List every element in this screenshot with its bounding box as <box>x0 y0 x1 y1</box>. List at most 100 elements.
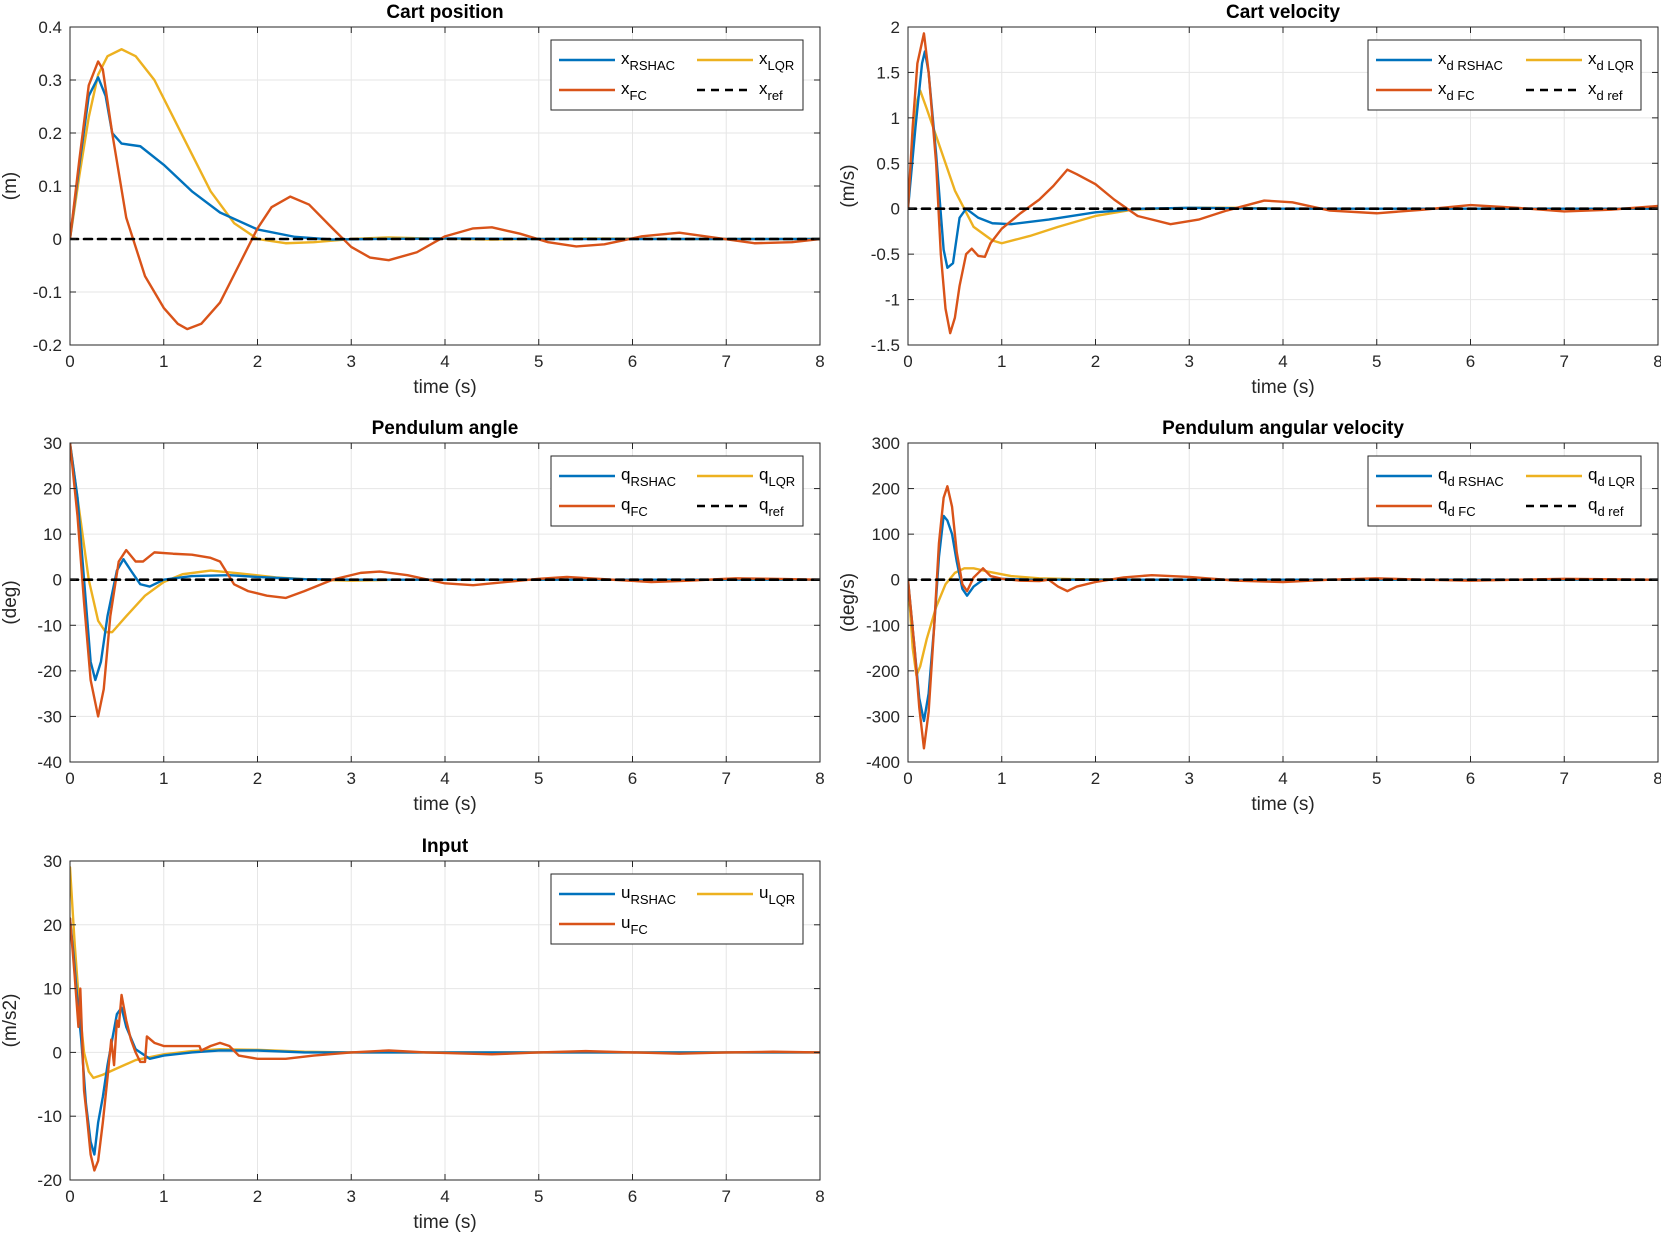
chart-1: 0 1 2 3 4 5 6 7 8 -1.5 -1 -0.5 0 0.5 1 1.5 2 Cart velocit… <box>838 2 1661 398</box>
legend-entry: xLQR <box>759 49 794 73</box>
y-tick-label: -10 <box>37 1107 62 1126</box>
legend-entry: qref <box>759 495 784 519</box>
legend-symbol: q <box>621 495 630 514</box>
legend-subscript: LQR <box>768 474 795 489</box>
legend-entry: qd LQR <box>1588 465 1635 489</box>
y-tick-label: -0.5 <box>871 245 900 264</box>
legend-symbol: q <box>1438 465 1447 484</box>
y-tick-label: -20 <box>37 1171 62 1190</box>
legend-symbol: q <box>1438 495 1447 514</box>
x-tick-label: 1 <box>997 352 1006 371</box>
x-tick-label: 2 <box>253 769 262 788</box>
legend-subscript: FC <box>630 88 647 103</box>
legend-symbol: x <box>759 79 768 98</box>
y-tick-label: -400 <box>866 753 900 772</box>
chart-title: Input <box>422 836 469 857</box>
legend-subscript: d RSHAC <box>1447 474 1503 489</box>
y-tick-label: -0.2 <box>33 336 62 355</box>
y-tick-label: -30 <box>37 707 62 726</box>
legend-subscript: FC <box>630 504 647 519</box>
legend-box <box>550 455 804 527</box>
legend-symbol: x <box>621 49 630 68</box>
x-tick-label: 8 <box>1653 352 1661 371</box>
x-tick-label: 7 <box>722 352 731 371</box>
y-tick-label: 30 <box>43 434 62 453</box>
legend-subscript: ref <box>768 504 784 519</box>
legend-entry: xref <box>759 79 783 103</box>
x-tick-label: 1 <box>159 769 168 788</box>
legend-subscript: d FC <box>1447 88 1475 103</box>
x-axis-label: time (s) <box>413 1212 476 1233</box>
series-line-fc <box>70 443 820 718</box>
x-tick-label: 1 <box>997 769 1006 788</box>
y-tick-label: 1 <box>891 109 900 128</box>
x-tick-label: 4 <box>440 1187 449 1206</box>
legend-entry: xd RSHAC <box>1438 49 1503 73</box>
series-group <box>70 48 820 331</box>
legend-subscript: d ref <box>1597 504 1623 519</box>
y-tick-label: 100 <box>872 525 900 544</box>
legend-entry: qd ref <box>1588 495 1624 519</box>
x-tick-label: 8 <box>1653 769 1661 788</box>
legend-subscript: d ref <box>1597 88 1623 103</box>
legend: uRSHAC uLQR uFC <box>550 873 804 945</box>
legend-symbol: q <box>1588 495 1597 514</box>
legend-symbol: x <box>1588 79 1597 98</box>
x-tick-label: 5 <box>534 769 543 788</box>
x-tick-label: 4 <box>1278 769 1287 788</box>
legend-symbol: x <box>1438 79 1447 98</box>
legend-entry: uFC <box>621 913 648 937</box>
y-tick-label: 300 <box>872 434 900 453</box>
legend-symbol: u <box>759 883 768 902</box>
legend-symbol: q <box>759 465 768 484</box>
y-tick-label: 0.2 <box>38 124 62 143</box>
legend-box <box>1367 455 1642 527</box>
x-tick-label: 5 <box>1372 352 1381 371</box>
y-tick-label: 0.5 <box>876 154 900 173</box>
x-tick-label: 5 <box>1372 769 1381 788</box>
legend-subscript: RSHAC <box>630 474 676 489</box>
x-tick-label: 2 <box>1091 769 1100 788</box>
legend-entry: xd LQR <box>1588 49 1634 73</box>
legend-subscript: d LQR <box>1597 58 1635 73</box>
y-tick-label: 10 <box>43 980 62 999</box>
y-axis-label: (deg) <box>0 580 21 624</box>
legend-subscript: d RSHAC <box>1447 58 1503 73</box>
y-tick-label: 2 <box>891 18 900 37</box>
x-tick-label: 6 <box>628 352 637 371</box>
y-axis-label: (m) <box>0 172 21 200</box>
x-tick-label: 3 <box>1185 352 1194 371</box>
legend-subscript: d FC <box>1447 504 1475 519</box>
legend-symbol: q <box>1588 465 1597 484</box>
legend-subscript: FC <box>630 922 647 937</box>
x-tick-label: 8 <box>815 769 824 788</box>
x-tick-label: 5 <box>534 352 543 371</box>
legend-subscript: LQR <box>768 892 795 907</box>
y-tick-label: -20 <box>37 662 62 681</box>
y-tick-label: -10 <box>37 616 62 635</box>
x-axis-label: time (s) <box>413 794 476 815</box>
series-line-fc <box>70 917 820 1172</box>
chart-title: Pendulum angle <box>372 418 519 439</box>
legend-box <box>1367 39 1642 111</box>
x-tick-label: 4 <box>440 769 449 788</box>
chart-2: 0 1 2 3 4 5 6 7 8 -40 -30 -20 -10 0 10 20 30 Pendulum ang… <box>0 418 825 815</box>
legend-box <box>550 39 804 111</box>
y-tick-label: -300 <box>866 707 900 726</box>
legend-entry: qFC <box>621 495 648 519</box>
y-tick-label: 30 <box>43 852 62 871</box>
legend-entry: uRSHAC <box>621 883 676 907</box>
x-tick-label: 1 <box>159 1187 168 1206</box>
x-tick-label: 8 <box>815 1187 824 1206</box>
y-tick-label: 20 <box>43 916 62 935</box>
x-tick-label: 8 <box>815 352 824 371</box>
chart-title: Pendulum angular velocity <box>1162 418 1404 439</box>
y-tick-label: -0.1 <box>33 283 62 302</box>
chart-title: Cart position <box>386 2 503 23</box>
x-tick-label: 7 <box>722 769 731 788</box>
legend-symbol: q <box>621 465 630 484</box>
